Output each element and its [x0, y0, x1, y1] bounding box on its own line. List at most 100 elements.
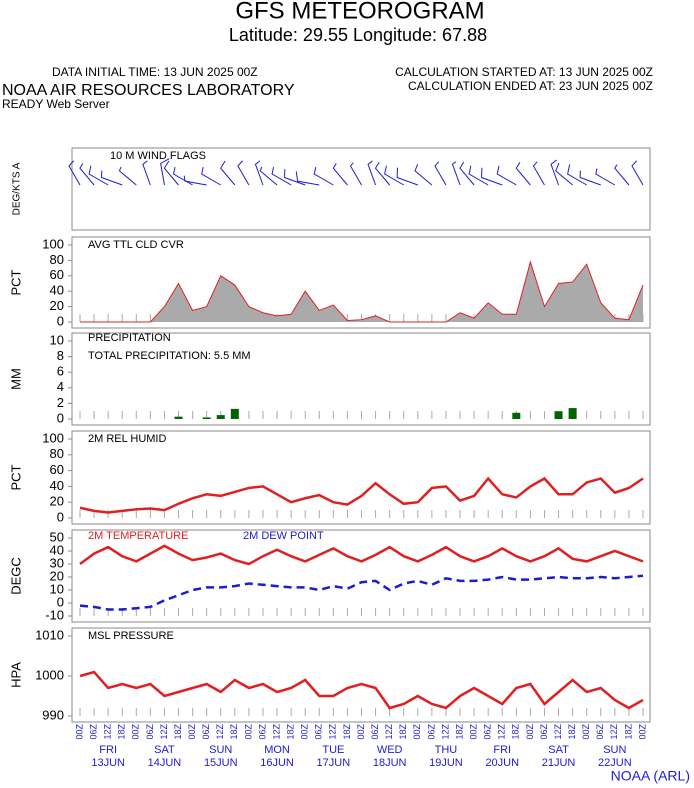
wind-flag — [201, 167, 221, 186]
panel-title: 10 M WIND FLAGS — [110, 150, 206, 162]
day-label: SUN — [209, 744, 232, 756]
hour-label: 00Z — [581, 724, 591, 740]
y-tick-label: 10 — [50, 332, 64, 347]
hour-label: 00Z — [243, 724, 253, 740]
hour-label: 18Z — [173, 724, 183, 740]
wind-flag — [515, 161, 531, 186]
precip-bar — [174, 416, 183, 419]
subtitle: Latitude: 29.55 Longitude: 67.88 — [229, 25, 487, 45]
wind-flag — [367, 160, 377, 186]
wind-flag — [434, 161, 447, 186]
hour-label: 06Z — [595, 724, 605, 740]
date-label: 16JUN — [260, 757, 294, 769]
y-tick-label: 40 — [50, 542, 64, 557]
day-label: FRI — [99, 744, 117, 756]
hour-label: 12Z — [609, 724, 619, 740]
hour-label: 00Z — [131, 724, 141, 740]
wind-flag — [595, 168, 616, 186]
wind-flag — [631, 160, 644, 186]
day-label: WED — [377, 744, 403, 756]
cloud-line — [80, 260, 644, 323]
y-axis-label: MM — [8, 368, 23, 390]
hour-label: 06Z — [145, 724, 155, 740]
y-tick-label: 4 — [57, 379, 64, 394]
hour-label: 18Z — [511, 724, 521, 740]
wind-flag — [567, 164, 587, 186]
wind-flag — [414, 164, 433, 186]
hour-label: 00Z — [637, 724, 647, 740]
wind-flag — [220, 160, 236, 186]
wind-flag — [68, 160, 81, 186]
wind-flag — [237, 160, 250, 186]
wind-flag — [295, 171, 320, 186]
wind-flag — [349, 162, 362, 186]
hour-label: 06Z — [314, 724, 324, 740]
hour-label: 06Z — [201, 724, 211, 740]
date-label: 14JUN — [148, 757, 182, 769]
legend-entry: 2M TEMPERATURE — [88, 530, 188, 542]
y-tick-label: 100 — [42, 430, 64, 445]
hour-label: 18Z — [623, 724, 633, 740]
y-tick-label: 40 — [50, 283, 64, 298]
wind-flag — [532, 161, 545, 186]
wind-flag — [496, 165, 517, 186]
y-tick-label: -10 — [45, 607, 64, 622]
wind-flag — [163, 160, 179, 186]
date-label: 17JUN — [317, 757, 351, 769]
wind-flag — [183, 175, 207, 186]
panel-title: 2M REL HUMID — [88, 433, 166, 445]
y-tick-label: 990 — [42, 707, 64, 722]
hour-label: 18Z — [117, 724, 127, 740]
panel-frame — [71, 147, 651, 231]
y-axis-label: DEGC — [8, 557, 23, 595]
wind-flag — [142, 160, 151, 186]
date-label: 20JUN — [485, 757, 519, 769]
precip-bar — [554, 411, 563, 419]
day-label: TUE — [322, 744, 344, 756]
y-axis-label: PCT — [8, 464, 23, 490]
hour-label: 18Z — [342, 724, 352, 740]
day-label: SAT — [548, 744, 569, 756]
hour-label: 18Z — [454, 724, 464, 740]
y-tick-label: 40 — [50, 478, 64, 493]
y-tick-label: 80 — [50, 252, 64, 267]
panel-frame — [71, 529, 651, 623]
date-label: 15JUN — [204, 757, 238, 769]
y-tick-label: 50 — [50, 529, 64, 544]
wind-flag — [118, 166, 137, 186]
hour-label: 12Z — [553, 724, 563, 740]
wind-flag — [579, 170, 601, 186]
y-tick-label: 0 — [57, 509, 64, 524]
series-line — [79, 544, 644, 566]
y-tick-label: 20 — [50, 298, 64, 313]
hour-label: 18Z — [398, 724, 408, 740]
y-tick-label: 2 — [57, 395, 64, 410]
hour-label: 18Z — [567, 724, 577, 740]
y-tick-label: 1010 — [35, 627, 64, 642]
wind-flag — [481, 167, 503, 186]
hour-label: 18Z — [229, 724, 239, 740]
hour-label: 06Z — [88, 724, 98, 740]
date-label: 18JUN — [373, 757, 407, 769]
date-label: 19JUN — [429, 757, 463, 769]
wind-flag — [459, 161, 475, 186]
cloud-area — [80, 261, 643, 322]
calc-ended: CALCULATION ENDED AT: 23 JUN 2025 00Z — [408, 79, 653, 93]
wind-flag — [313, 167, 334, 186]
panel-title: AVG TTL CLD CVR — [88, 239, 184, 251]
wind-flag — [614, 164, 630, 186]
panel-frame — [71, 430, 651, 525]
hour-label: 00Z — [525, 724, 535, 740]
day-label: MON — [264, 744, 290, 756]
hour-label: 12Z — [159, 724, 169, 740]
y-tick-label: 6 — [57, 364, 64, 379]
panel-frame — [71, 236, 651, 329]
y-tick-label: 0 — [57, 313, 64, 328]
hour-label: 00Z — [300, 724, 310, 740]
annotation: TOTAL PRECIPITATION: 5.5 MM — [88, 350, 251, 362]
initial-time: DATA INITIAL TIME: 13 JUN 2025 00Z — [52, 65, 258, 79]
y-axis-label: HPA — [8, 662, 23, 688]
hour-label: 00Z — [356, 724, 366, 740]
hour-label: 12Z — [384, 724, 394, 740]
y-tick-label: 20 — [50, 494, 64, 509]
